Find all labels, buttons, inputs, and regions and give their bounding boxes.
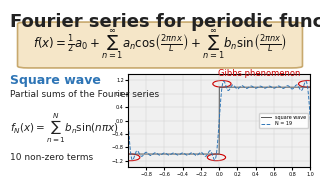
N = 19 (210, 152, 214, 155)
N = 19 (135, 150, 139, 152)
Text: 10 non-zero terms: 10 non-zero terms (10, 153, 93, 162)
square wave (303, 86, 307, 88)
Text: Square wave: Square wave (10, 74, 100, 87)
square wave (308, 86, 312, 88)
Text: Gibbs phenomenon: Gibbs phenomenon (218, 69, 300, 78)
square wave (270, 86, 274, 88)
square wave (303, 86, 307, 88)
square wave (215, 153, 219, 155)
N = 19 (215, 150, 219, 152)
square wave (210, 153, 214, 155)
Text: $f(x) = \frac{1}{2}a_0 + \sum_{n=1}^{\infty} a_n \cos\!\left(\frac{2\pi nx}{L}\r: $f(x) = \frac{1}{2}a_0 + \sum_{n=1}^{\in… (33, 27, 287, 61)
Text: Fourier series for periodic functions: Fourier series for periodic functions (10, 13, 320, 31)
FancyBboxPatch shape (18, 22, 302, 68)
N = 19 (131, 159, 134, 161)
Text: Partial sums of the Fourier series: Partial sums of the Fourier series (10, 90, 159, 99)
square wave (135, 153, 139, 155)
N = 19 (126, 120, 130, 122)
N = 19 (303, 81, 307, 83)
N = 19 (303, 81, 307, 83)
N = 19 (270, 86, 274, 88)
Line: N = 19: N = 19 (128, 81, 310, 160)
square wave (126, 153, 130, 155)
N = 19 (304, 80, 308, 82)
Legend: square wave, N = 19: square wave, N = 19 (259, 113, 308, 128)
square wave (217, 86, 221, 88)
Text: $f_N(x) = \sum_{n=1}^{N} b_n \sin(n\pi x)$: $f_N(x) = \sum_{n=1}^{N} b_n \sin(n\pi x… (10, 112, 119, 145)
Line: square wave: square wave (128, 87, 310, 154)
N = 19 (308, 120, 312, 122)
